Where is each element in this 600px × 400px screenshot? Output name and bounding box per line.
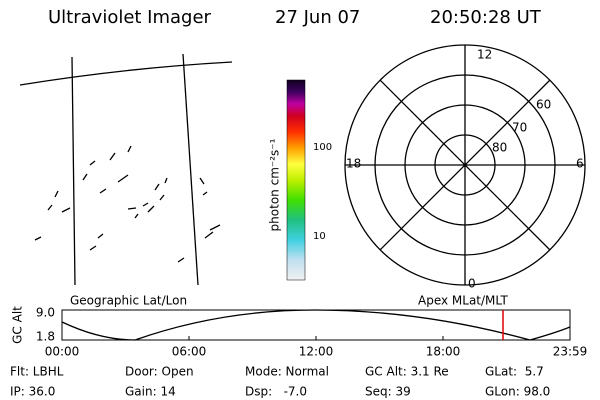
- status-field: Gain: 14: [125, 385, 176, 399]
- mlt-label: 0: [468, 277, 476, 291]
- status-field: Mode: Normal: [245, 365, 329, 379]
- status-field: Dsp: -7.0: [245, 385, 307, 399]
- lat-label: 60: [536, 98, 551, 112]
- x-tick-label: 23:59: [553, 345, 588, 359]
- colorbar-label: photon cm⁻²s⁻¹: [268, 138, 282, 231]
- polar-grid: [344, 44, 586, 286]
- mlt-label: 6: [576, 157, 584, 171]
- status: Flt: LBHL Door: Open Mode: Normal GC Alt: 3…: [10, 365, 550, 399]
- colorbar-tick: 10: [313, 231, 326, 242]
- colorbar: [286, 79, 306, 281]
- lat-label: 70: [512, 121, 527, 135]
- mlt-label: 18: [346, 157, 361, 171]
- panel-title: Apex MLat/MLT: [418, 294, 508, 308]
- y-tick-label: 1.8: [36, 330, 55, 344]
- date: 27 Jun 07: [275, 7, 360, 28]
- status-field: GLon: 98.0: [485, 385, 550, 399]
- time: 20:50:28 UT: [430, 7, 542, 28]
- status-field: Seq: 39: [365, 385, 411, 399]
- mlt-label: 12: [477, 48, 492, 62]
- x-tick-label: 12:00: [299, 345, 334, 359]
- x-tick-label: 06:00: [172, 345, 207, 359]
- y-axis-label: GC Alt: [11, 306, 25, 344]
- status-field: Flt: LBHL: [10, 365, 64, 379]
- status-field: GC Alt: 3.1 Re: [365, 365, 449, 379]
- x-ticks: 00:00 06:00 12:00 18:00 23:59: [45, 336, 588, 359]
- title: Ultraviolet Imager: [48, 7, 212, 28]
- x-tick-label: 18:00: [426, 345, 461, 359]
- x-tick-label: 00:00: [45, 345, 80, 359]
- altitude-curve: [61, 309, 571, 341]
- lat-label: 80: [492, 141, 507, 155]
- panel-title: Geographic Lat/Lon: [70, 294, 187, 308]
- status-field: GLat: 5.7: [485, 365, 544, 379]
- map: [19, 53, 233, 286]
- status-field: Door: Open: [125, 365, 194, 379]
- colorbar-tick: 100: [313, 142, 332, 153]
- y-tick-label: 9.0: [36, 306, 55, 320]
- status-field: IP: 36.0: [10, 385, 55, 399]
